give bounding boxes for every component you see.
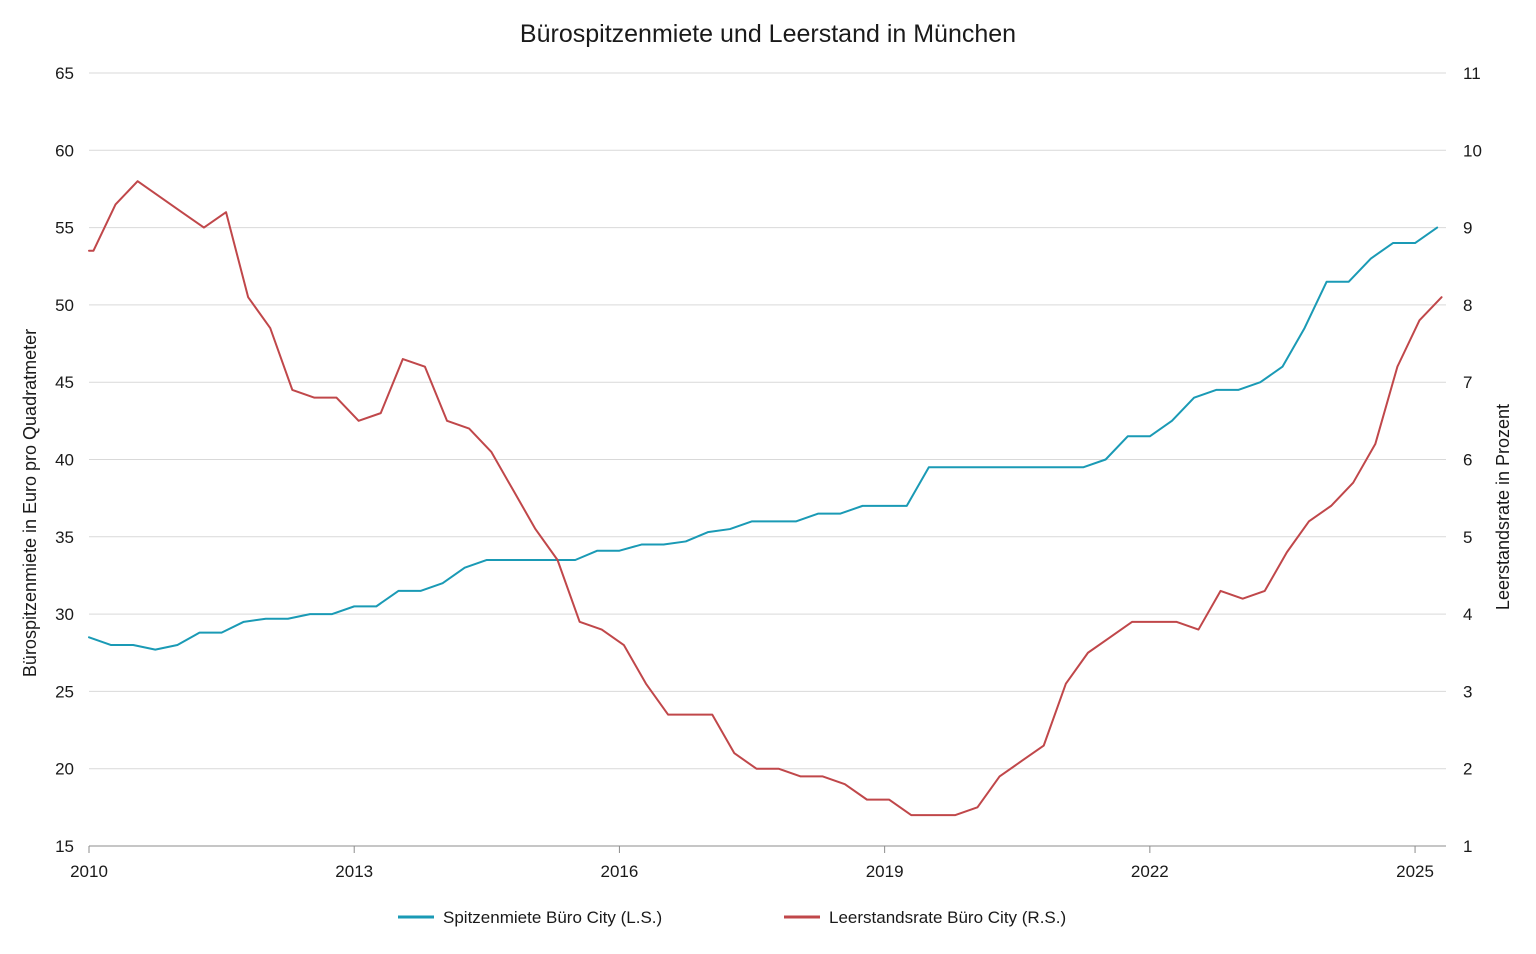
y-right-tick-label: 2 (1463, 760, 1472, 779)
y-right-tick-label: 9 (1463, 219, 1472, 238)
series-lines (88, 180, 1443, 817)
x-tick-label: 2010 (70, 862, 108, 881)
y-left-tick-label: 20 (55, 760, 74, 779)
y-axis-right-title: Leerstandsrate in Prozent (1493, 404, 1513, 610)
y-left-tick-label: 60 (55, 141, 74, 160)
legend: Spitzenmiete Büro City (L.S.) Leerstands… (398, 908, 1066, 927)
y-right-tick-label: 3 (1463, 682, 1472, 701)
y-left-tick-label: 65 (55, 64, 74, 83)
y-right-tick-label: 6 (1463, 451, 1472, 470)
y-left-tick-label: 35 (55, 528, 74, 547)
x-tick-label: 2013 (335, 862, 373, 881)
y-axis-left-title: Bürospitzenmiete in Euro pro Quadratmete… (20, 329, 40, 677)
y-left-tick-label: 25 (55, 682, 74, 701)
y-left-tick-label: 55 (55, 219, 74, 238)
y-right-tick-label: 10 (1463, 141, 1482, 160)
y-left-tick-label: 30 (55, 605, 74, 624)
legend-label-vacancy: Leerstandsrate Büro City (R.S.) (829, 908, 1066, 927)
series-line-vacancy (88, 180, 1443, 817)
y-left-tick-label: 15 (55, 837, 74, 856)
gridlines (89, 72, 1446, 847)
x-tick-label: 2016 (601, 862, 639, 881)
y-right-tick-label: 4 (1463, 605, 1472, 624)
y-left-tick-label: 40 (55, 451, 74, 470)
x-tick-label: 2025 (1396, 862, 1434, 881)
y-right-tick-label: 11 (1463, 64, 1481, 83)
x-tick-label: 2019 (866, 862, 904, 881)
chart-title: Bürospitzenmiete und Leerstand in Münche… (520, 20, 1016, 48)
y-right-tick-label: 5 (1463, 528, 1472, 547)
y-left-tick-label: 45 (55, 373, 74, 392)
y-right-tick-label: 8 (1463, 296, 1472, 315)
series-line-rent (88, 226, 1439, 651)
y-right-tick-label: 1 (1463, 837, 1472, 856)
legend-label-rent: Spitzenmiete Büro City (L.S.) (443, 908, 662, 927)
x-tick-label: 2022 (1131, 862, 1169, 881)
y-left-tick-label: 50 (55, 296, 74, 315)
y-right-tick-label: 7 (1463, 373, 1472, 392)
